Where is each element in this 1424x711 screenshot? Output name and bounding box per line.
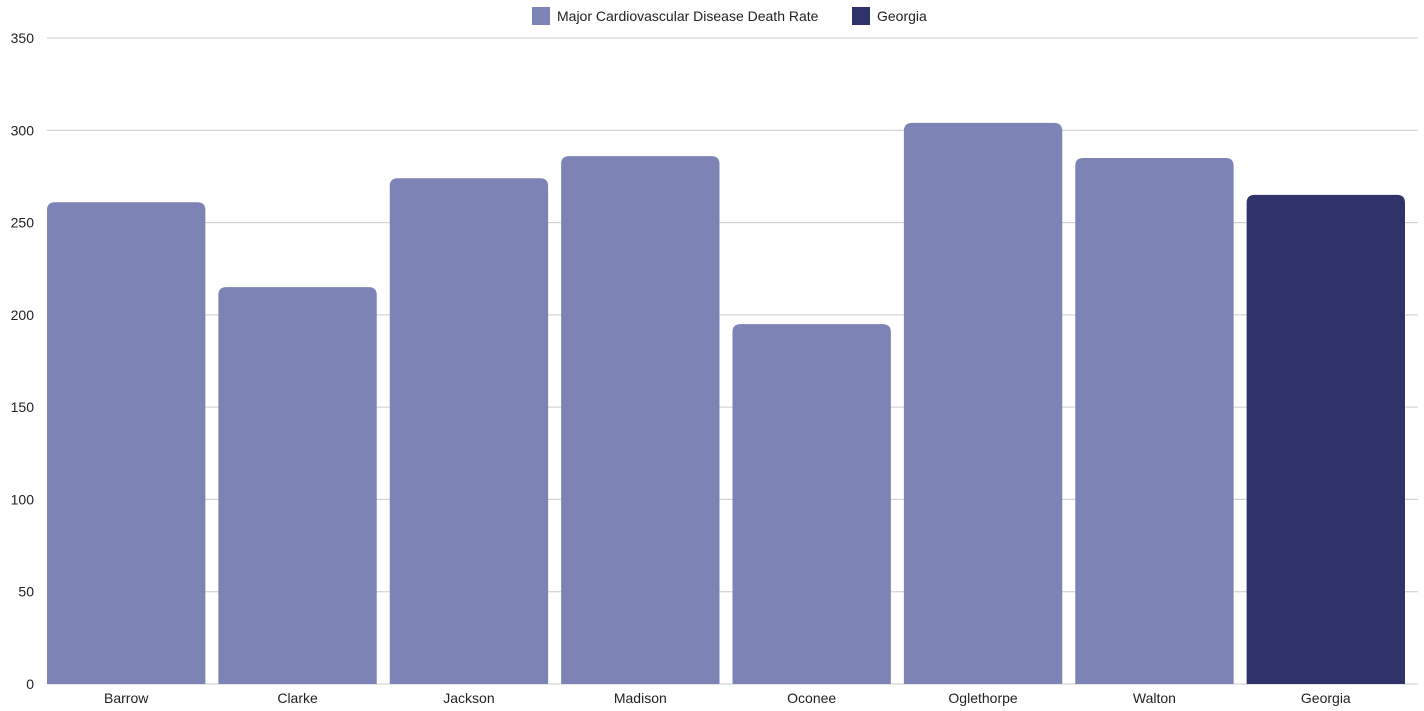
bar-barrow[interactable] <box>47 202 206 685</box>
legend-swatch-cardiovascular <box>532 7 550 25</box>
x-tick-label: Walton <box>1133 690 1176 706</box>
x-tick-label: Madison <box>614 690 667 706</box>
bar-walton[interactable] <box>1075 157 1234 684</box>
y-tick-label: 300 <box>11 122 35 138</box>
y-tick-label: 100 <box>11 491 35 507</box>
bar-oglethorpe[interactable] <box>903 122 1063 685</box>
legend-swatch-georgia <box>852 7 870 25</box>
legend: Major Cardiovascular Disease Death Rate … <box>532 7 927 25</box>
x-tick-label: Jackson <box>443 690 494 706</box>
bar-jackson[interactable] <box>389 178 549 684</box>
bars <box>47 122 1405 685</box>
legend-label-cardiovascular: Major Cardiovascular Disease Death Rate <box>557 8 819 24</box>
y-tick-label: 200 <box>11 307 35 323</box>
bar-oconee[interactable] <box>732 324 891 684</box>
legend-label-georgia: Georgia <box>877 8 927 24</box>
bar-georgia[interactable] <box>1246 194 1405 684</box>
y-tick-label: 150 <box>11 399 35 415</box>
y-tick-label: 250 <box>11 215 35 231</box>
x-tick-label: Barrow <box>104 690 149 706</box>
bar-clarke[interactable] <box>218 287 377 684</box>
x-axis: Barrow Clarke Jackson Madison Oconee Oglethor… <box>104 690 1351 706</box>
y-tick-label: 350 <box>11 30 35 46</box>
bar-madison[interactable] <box>561 156 720 684</box>
x-tick-label: Georgia <box>1301 690 1351 706</box>
y-tick-label: 0 <box>26 676 34 692</box>
x-tick-label: Oglethorpe <box>948 690 1017 706</box>
x-tick-label: Clarke <box>277 690 318 706</box>
y-axis: 0 50 100 150 200 250 300 350 <box>11 30 35 692</box>
y-tick-label: 50 <box>18 584 34 600</box>
x-tick-label: Oconee <box>787 690 836 706</box>
